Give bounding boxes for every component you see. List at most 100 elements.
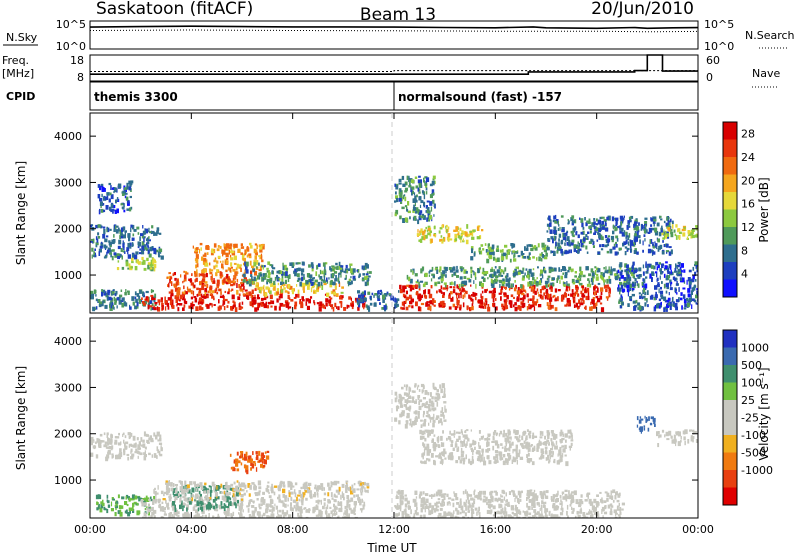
range-gate-cell xyxy=(235,461,239,467)
range-gate-cell xyxy=(542,247,546,250)
range-gate-cell xyxy=(90,436,94,441)
range-gate-cell xyxy=(441,273,445,277)
range-gate-cell xyxy=(528,512,532,516)
range-gate-cell xyxy=(126,453,130,456)
range-gate-cell xyxy=(481,290,484,294)
range-gate-cell xyxy=(218,299,220,304)
range-gate-cell xyxy=(440,271,442,277)
range-gate-cell xyxy=(480,282,484,288)
range-gate-cell xyxy=(131,253,135,258)
range-gate-cell xyxy=(443,511,447,516)
range-gate-cell xyxy=(252,451,254,455)
range-gate-cell xyxy=(571,215,575,219)
range-gate-cell xyxy=(220,501,223,506)
range-gate-cell xyxy=(615,227,618,231)
range-gate-cell xyxy=(399,396,402,401)
range-gate-cell xyxy=(541,274,544,279)
range-gate-cell xyxy=(240,252,243,255)
range-gate-cell xyxy=(462,238,464,242)
range-gate-cell xyxy=(687,230,691,234)
range-gate-cell xyxy=(167,507,170,510)
range-gate-cell xyxy=(523,302,526,308)
range-gate-cell xyxy=(452,502,455,508)
range-gate-cell xyxy=(470,298,474,302)
range-gate-cell xyxy=(225,281,227,284)
range-gate-cell xyxy=(138,497,141,502)
range-gate-cell xyxy=(406,284,409,287)
range-gate-cell xyxy=(157,306,159,311)
range-gate-cell xyxy=(153,249,157,254)
range-gate-cell xyxy=(240,494,244,498)
range-gate-cell xyxy=(103,229,106,234)
range-gate-cell xyxy=(627,220,630,225)
range-gate-cell xyxy=(131,444,135,447)
range-gate-cell xyxy=(463,280,468,286)
range-gate-cell xyxy=(674,288,677,294)
range-gate-cell xyxy=(599,275,603,279)
range-gate-cell xyxy=(505,300,508,303)
range-gate-cell xyxy=(433,226,436,230)
range-gate-cell xyxy=(110,252,112,258)
range-gate-cell xyxy=(262,273,266,278)
range-gate-cell xyxy=(659,215,662,218)
range-gate-cell xyxy=(233,280,235,283)
range-gate-cell xyxy=(486,258,490,264)
range-gate-cell xyxy=(584,305,587,310)
range-gate-cell xyxy=(476,226,480,231)
range-gate-cell xyxy=(132,233,135,237)
range-gate-cell xyxy=(259,274,261,280)
range-gate-cell xyxy=(531,507,533,510)
range-gate-cell xyxy=(412,390,416,393)
range-gate-cell xyxy=(456,275,459,278)
range-gate-cell xyxy=(636,251,639,255)
range-gate-cell xyxy=(407,201,410,206)
range-gate-cell xyxy=(335,508,337,513)
range-gate-cell xyxy=(192,245,194,249)
range-gate-cell xyxy=(620,269,624,272)
range-gate-cell xyxy=(430,278,433,282)
range-gate-cell xyxy=(139,452,143,456)
range-gate-cell xyxy=(428,303,430,307)
range-gate-cell xyxy=(233,255,237,261)
range-gate-cell xyxy=(126,247,130,251)
range-gate-cell xyxy=(267,301,271,305)
range-gate-cell xyxy=(414,176,418,179)
range-gate-cell xyxy=(510,505,512,511)
range-gate-cell xyxy=(195,486,197,490)
range-gate-cell xyxy=(517,270,521,274)
range-gate-cell xyxy=(694,261,698,265)
range-gate-cell xyxy=(539,273,542,277)
range-gate-cell xyxy=(432,199,435,204)
range-gate-cell xyxy=(629,244,632,249)
range-gate-cell xyxy=(627,291,629,297)
range-gate-cell xyxy=(223,277,225,280)
range-gate-cell xyxy=(361,485,365,489)
range-gate-cell xyxy=(533,279,537,285)
range-gate-cell xyxy=(514,507,519,511)
range-gate-cell xyxy=(478,305,481,308)
range-gate-cell xyxy=(147,503,150,508)
nsearch-line xyxy=(89,29,699,33)
range-gate-cell xyxy=(140,249,145,255)
range-gate-cell xyxy=(272,270,274,275)
range-gate-cell xyxy=(155,499,158,502)
range-gate-cell xyxy=(313,277,315,280)
range-gate-cell xyxy=(685,297,689,302)
range-gate-cell xyxy=(606,216,609,221)
range-gate-cell xyxy=(644,302,647,307)
range-gate-cell xyxy=(138,261,141,265)
range-gate-cell xyxy=(409,178,413,182)
range-gate-cell xyxy=(434,400,438,402)
range-gate-cell xyxy=(506,273,509,278)
range-gate-cell xyxy=(131,242,134,247)
range-gate-cell xyxy=(118,299,122,305)
range-gate-cell xyxy=(548,269,552,274)
range-gate-cell xyxy=(152,306,154,310)
range-gate-cell xyxy=(432,175,436,180)
range-gate-cell xyxy=(90,290,94,295)
range-gate-cell xyxy=(199,281,202,286)
range-gate-cell xyxy=(249,485,252,490)
range-gate-cell xyxy=(668,246,672,249)
range-gate-cell xyxy=(199,242,203,246)
range-gate-cell xyxy=(420,508,423,513)
